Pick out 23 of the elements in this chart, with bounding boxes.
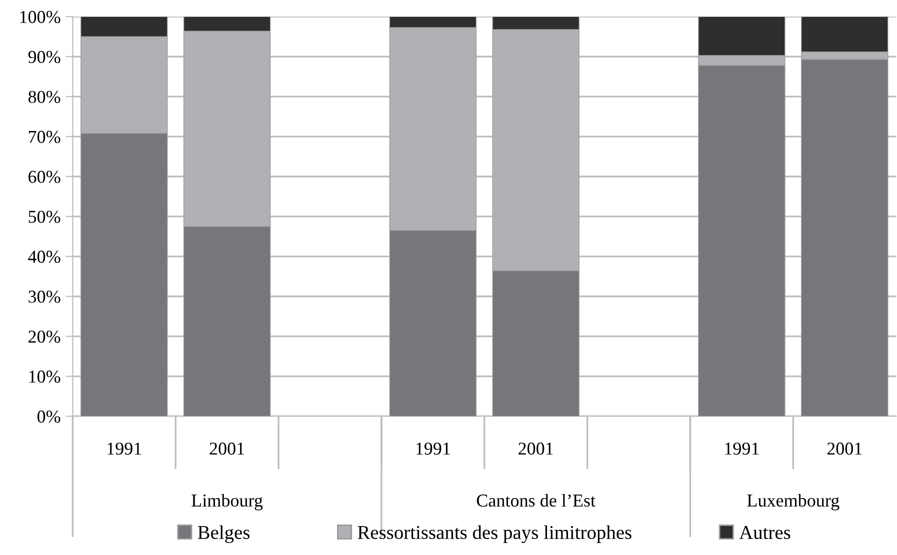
text: Luxembourg [747, 494, 840, 510]
text: Limbourg [192, 494, 263, 510]
y-tick-label: 10% [29, 370, 60, 383]
legend-label: Autres [739, 526, 790, 540]
y-tick-label: 20% [28, 330, 60, 343]
y-tick-label: 60% [28, 170, 60, 183]
x-tick-label: 2001 [210, 442, 244, 455]
y-tick-label: 80% [28, 90, 60, 104]
y-tick-label: 30% [28, 290, 60, 303]
y-tick-label: 70% [28, 130, 60, 144]
y-tick-label: 40% [28, 250, 60, 263]
y-tick-label: 90% [28, 50, 60, 64]
y-tick-label: 50% [28, 210, 60, 223]
legend-label: Ressortissants des pays limitrophes [358, 525, 632, 544]
legend-label: Belges [198, 525, 250, 544]
y-tick-label: 100% [20, 10, 60, 24]
x-tick-label: 2001 [827, 442, 862, 455]
x-tick-label: 1991 [108, 442, 142, 455]
x-tick-label: 1991 [725, 442, 759, 455]
y-tick-label: 0% [37, 410, 60, 423]
x-tick-label: 1991 [416, 442, 450, 455]
text: Cantons de l’Est [476, 494, 596, 507]
x-tick-label: 2001 [518, 442, 553, 455]
